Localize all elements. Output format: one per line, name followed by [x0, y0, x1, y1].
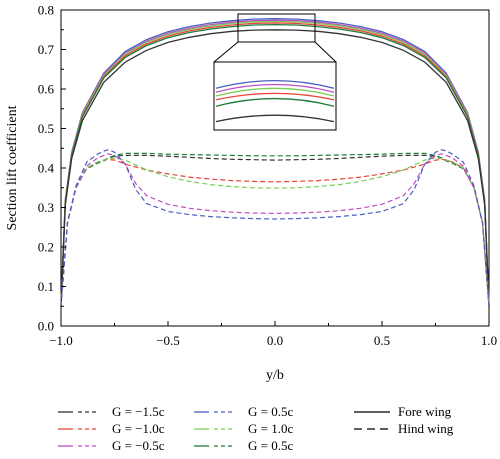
- legend-label: G = −1.0c: [112, 421, 165, 436]
- legend-label: Fore wing: [398, 404, 452, 419]
- fore-wing-lines: [60, 18, 490, 307]
- inset-line-3: [215, 92, 335, 101]
- zoom-connector-right: [314, 41, 337, 63]
- y-tick-label: 0.1: [38, 279, 54, 294]
- x-tick-label: 0.5: [374, 333, 390, 348]
- y-tick-label: 0.2: [38, 240, 54, 255]
- x-tick-label: 1.0: [481, 333, 497, 348]
- y-tick-label: 0.8: [38, 3, 54, 18]
- hind-wing-line-2: [60, 158, 490, 307]
- y-tick-label: 0.7: [38, 42, 55, 57]
- zoom-inset-box: [213, 61, 337, 131]
- fore-wing-line-4: [60, 23, 490, 307]
- legend-label: Hind wing: [398, 421, 454, 436]
- legend-label: G = 1.0c: [248, 421, 293, 436]
- hind-wing-line-0: [60, 154, 490, 307]
- legend-label: G = −1.5c: [112, 404, 165, 419]
- zoom-connector-left: [213, 41, 239, 63]
- x-tick-label: 0.0: [267, 333, 283, 348]
- hind-wing-line-1: [60, 152, 490, 307]
- x-tick-label: −1.0: [49, 333, 73, 348]
- inset-line-0: [215, 80, 335, 89]
- hind-wing-lines: [60, 149, 490, 307]
- inset-line-2: [215, 87, 335, 97]
- legend-label: G = 0.5c: [248, 438, 293, 453]
- legend-label: G = −0.5c: [112, 438, 165, 453]
- inset-line-5: [215, 114, 335, 123]
- hind-wing-line-4: [60, 153, 490, 307]
- x-axis-title: y/b: [266, 368, 284, 383]
- legend-label: G = 0.5c: [248, 404, 293, 419]
- fore-wing-line-3: [60, 22, 490, 307]
- hind-wing-line-3: [60, 157, 490, 307]
- hind-wing-line-5: [60, 149, 490, 307]
- x-axis-ticks: −1.0 −0.5 0.0 0.5 1.0: [49, 321, 497, 348]
- y-tick-label: 0.3: [38, 200, 54, 215]
- y-tick-label: 0.4: [38, 161, 55, 176]
- y-tick-label: 0.0: [38, 319, 54, 334]
- y-axis-title: Section lift coefficient: [5, 105, 20, 230]
- y-tick-label: 0.6: [38, 82, 55, 97]
- x-tick-label: −0.5: [156, 333, 180, 348]
- fore-wing-line-0: [60, 18, 490, 307]
- zoom-source-box: [237, 13, 316, 43]
- fore-wing-line-5: [60, 29, 490, 307]
- zoom-inset-lines: [215, 80, 335, 123]
- inset-line-4: [215, 97, 335, 107]
- fore-wing-line-1: [60, 19, 490, 307]
- y-tick-label: 0.5: [38, 121, 54, 136]
- y-axis-ticks: 0.0 0.1 0.2 0.3 0.4 0.5 0.6 0.7 0.8: [38, 3, 66, 334]
- inset-line-1: [215, 83, 335, 93]
- fore-wing-line-2: [60, 20, 490, 307]
- chart-legend: G = −1.5c G = −1.0c G = −0.5c G = 0.5c G = 1…: [58, 404, 454, 453]
